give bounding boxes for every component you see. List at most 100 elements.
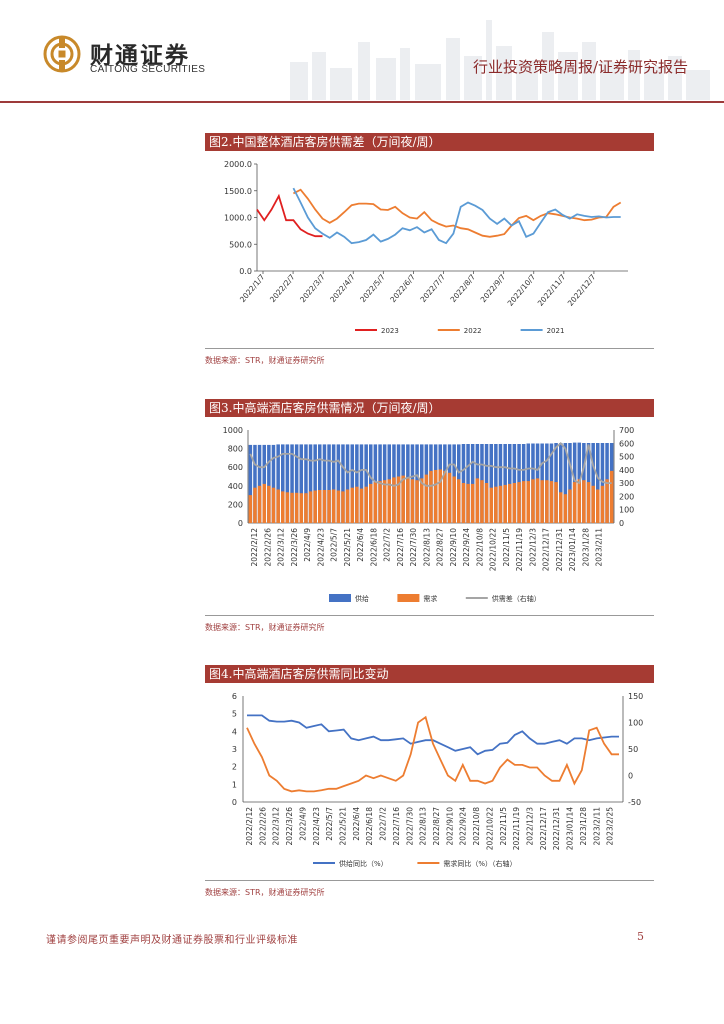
- y-right-tick-label: 700: [619, 426, 634, 435]
- x-tick-label: 2022/12/17: [539, 807, 548, 850]
- x-tick-label: 2022/3/26: [285, 807, 294, 846]
- x-tick-label: 2022/8/27: [432, 807, 441, 846]
- bar-需求: [568, 489, 572, 523]
- legend-label: 2023: [381, 327, 399, 335]
- figure-2-source: 数据来源：STR，财通证券研究所: [205, 356, 325, 365]
- bar-需求: [433, 470, 438, 523]
- y-left-tick-label: 400: [228, 482, 243, 491]
- y-tick-label: 1500.0: [224, 187, 252, 196]
- bar-需求: [308, 491, 313, 523]
- x-tick-label: 2022/7/2: [379, 807, 388, 841]
- x-tick-label: 2022/7/30: [405, 807, 414, 846]
- x-tick-label: 2022/4/7: [328, 272, 357, 304]
- bar-需求: [401, 475, 405, 523]
- y-right-tick-label: 400: [619, 466, 634, 475]
- x-tick-label: 2022/10/8: [472, 807, 481, 846]
- y-right-tick-label: 150: [628, 692, 643, 701]
- bar-需求: [489, 487, 494, 523]
- x-tick-label: 2022/7/30: [409, 528, 418, 567]
- x-tick-label: 2022/10/22: [485, 807, 494, 850]
- bar-需求: [410, 479, 415, 523]
- y-tick-label: 2000.0: [224, 160, 252, 169]
- legend-label: 供给同比（%）: [339, 859, 388, 868]
- header-divider: [0, 101, 724, 103]
- figure-3-title: 图3.中高端酒店客房供需情况（万间夜/周）: [205, 399, 654, 417]
- x-tick-label: 2022/5/7: [358, 272, 387, 304]
- brand-name-cn: 财通证券: [90, 43, 190, 69]
- x-tick-label: 2022/12/3: [526, 807, 535, 846]
- y-right-tick-label: -50: [628, 798, 641, 807]
- y-left-tick-label: 1: [232, 780, 237, 789]
- bar-供给: [369, 444, 373, 523]
- x-tick-label: 2022/4/9: [303, 528, 312, 562]
- bar-供给: [304, 444, 308, 523]
- bar-需求: [540, 480, 544, 523]
- bar-供给: [299, 444, 304, 523]
- bar-需求: [290, 492, 294, 523]
- x-tick-label: 2022/8/13: [419, 807, 428, 846]
- y-right-tick-label: 0: [619, 519, 624, 528]
- bar-需求: [322, 490, 327, 523]
- bar-供给: [318, 444, 322, 523]
- bar-需求: [503, 484, 507, 523]
- x-tick-label: 2022/12/17: [542, 528, 551, 571]
- x-tick-label: 2022/2/7: [268, 272, 297, 304]
- bar-供给: [559, 443, 563, 523]
- bar-需求: [406, 478, 410, 523]
- bar-供给: [327, 444, 331, 523]
- x-tick-label: 2022/7/16: [396, 528, 405, 567]
- x-tick-label: 2023/2/11: [595, 528, 604, 567]
- bar-需求: [582, 480, 586, 523]
- page-number: 5: [637, 930, 644, 943]
- bar-需求: [475, 478, 480, 523]
- footer-disclaimer: 谨请参阅尾页重要声明及财通证券股票和行业评级标准: [46, 935, 298, 946]
- figure-4-divider: [205, 880, 654, 881]
- bar-供给: [253, 444, 257, 523]
- bar-需求: [336, 490, 341, 523]
- bar-需求: [253, 487, 257, 523]
- figure-3-source: 数据来源：STR，财通证券研究所: [205, 623, 325, 632]
- page-header: 财通证券 CAITONG SECURITIES 行业投资策略周报/证券研究报告: [0, 0, 724, 104]
- bar-需求: [257, 485, 262, 523]
- bar-需求: [438, 469, 443, 523]
- bar-需求: [382, 480, 387, 523]
- y-left-tick-label: 1000: [223, 426, 243, 435]
- bar-需求: [387, 479, 392, 523]
- legend-label: 供给: [355, 594, 369, 603]
- bar-需求: [429, 470, 433, 523]
- bar-需求: [591, 485, 595, 523]
- series-line-2022: [292, 188, 622, 238]
- bar-需求: [494, 486, 498, 523]
- bar-供给: [336, 444, 341, 523]
- bar-需求: [470, 483, 475, 523]
- bar-需求: [609, 470, 614, 523]
- x-tick-label: 2022/1/7: [238, 272, 267, 304]
- bar-需求: [359, 488, 364, 523]
- y-left-tick-label: 3: [232, 745, 237, 754]
- bar-需求: [424, 474, 429, 523]
- x-tick-label: 2022/7/16: [392, 807, 401, 846]
- x-tick-label: 2022/11/19: [512, 807, 521, 850]
- bar-需求: [605, 479, 609, 523]
- x-tick-label: 2022/5/21: [339, 807, 348, 846]
- y-right-tick-label: 100: [628, 719, 643, 728]
- bar-需求: [535, 478, 540, 523]
- bar-需求: [563, 494, 568, 523]
- bar-供给: [341, 444, 345, 523]
- bar-供给: [331, 444, 336, 523]
- bar-供给: [290, 444, 294, 523]
- bar-需求: [364, 486, 368, 523]
- bar-供给: [285, 444, 290, 523]
- bar-需求: [531, 479, 535, 523]
- bar-供给: [355, 444, 359, 523]
- bar-需求: [378, 481, 382, 523]
- series-line-2023: [256, 193, 323, 238]
- bar-需求: [271, 487, 276, 523]
- series-line-supply-yoy: [247, 714, 619, 756]
- x-tick-label: 2022/10/8: [475, 528, 484, 567]
- bar-需求: [276, 489, 280, 523]
- x-tick-label: 2023/01/14: [566, 807, 575, 850]
- x-tick-label: 2022/12/3: [528, 528, 537, 567]
- bar-需求: [508, 483, 512, 523]
- y-left-tick-label: 4: [232, 727, 237, 736]
